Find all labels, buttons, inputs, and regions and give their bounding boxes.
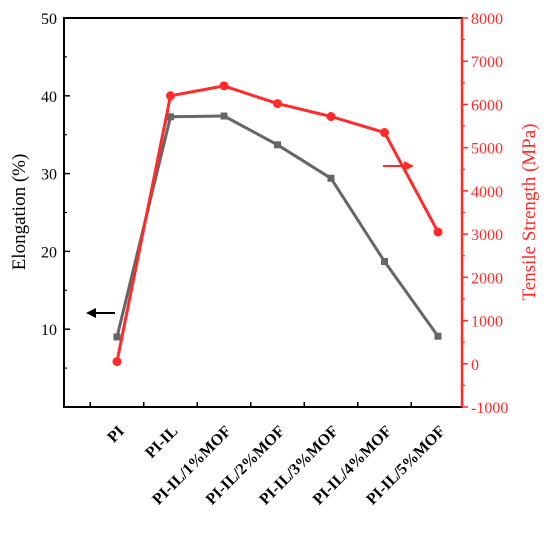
series-2-point: [380, 128, 389, 138]
right-tick-label: 4000: [471, 184, 503, 201]
series-layer: [112, 81, 443, 367]
series-2-point: [273, 99, 282, 109]
right-tick-label: 6000: [471, 97, 503, 114]
right-tick-label: 2000: [471, 270, 503, 287]
series-2-point: [112, 357, 122, 367]
series-2-line: [115, 84, 440, 362]
left-tick-label: 20: [41, 244, 57, 261]
right-tick-label: 0: [471, 357, 479, 374]
series-2-point: [219, 81, 229, 91]
left-tick-label: 10: [41, 322, 57, 339]
series-2-point: [433, 227, 443, 237]
left-tick-label: 40: [41, 89, 57, 106]
right-tick-label: 3000: [471, 227, 503, 244]
bottom-axis-ticks: PI PI-ILPI-IL/1%MOFPI-IL/2%MOFPI-IL/3%MOF…: [89, 402, 449, 508]
series-1-point: [220, 112, 228, 120]
left-tick-label: 50: [41, 11, 57, 28]
right-axis-ticks: -1000 0 1000 2000 3000 4000 5000 6000 7000 8000: [462, 11, 508, 417]
right-tick-label: 5000: [471, 141, 503, 158]
series-1-point: [113, 333, 121, 341]
right-tick-label: 1000: [471, 314, 503, 331]
category-label: PI-IL: [142, 423, 181, 462]
arrow-left-annotation: [86, 308, 115, 318]
y-axis-right-label: Tensile Strength (MPa): [519, 123, 540, 300]
series-1-point: [327, 174, 335, 182]
left-axis-ticks: 10 20 30 40 50: [41, 11, 70, 369]
series-1-point: [274, 141, 281, 149]
right-tick-label: 7000: [471, 54, 503, 71]
y-axis-left-label: Elongation (%): [9, 154, 30, 271]
plot-frame: [63, 17, 463, 408]
series-2-point: [166, 91, 175, 101]
left-tick-label: 30: [41, 167, 57, 184]
right-tick-label: 8000: [471, 11, 503, 28]
category-label: PI: [104, 423, 127, 446]
series-2-point: [326, 112, 336, 122]
series-1-point: [434, 332, 442, 340]
arrow-right-annotation: [383, 161, 414, 171]
series-1-point: [381, 258, 388, 266]
series-1-point: [167, 113, 174, 121]
series-1-line: [115, 114, 440, 338]
right-tick-label: -1000: [471, 400, 508, 417]
